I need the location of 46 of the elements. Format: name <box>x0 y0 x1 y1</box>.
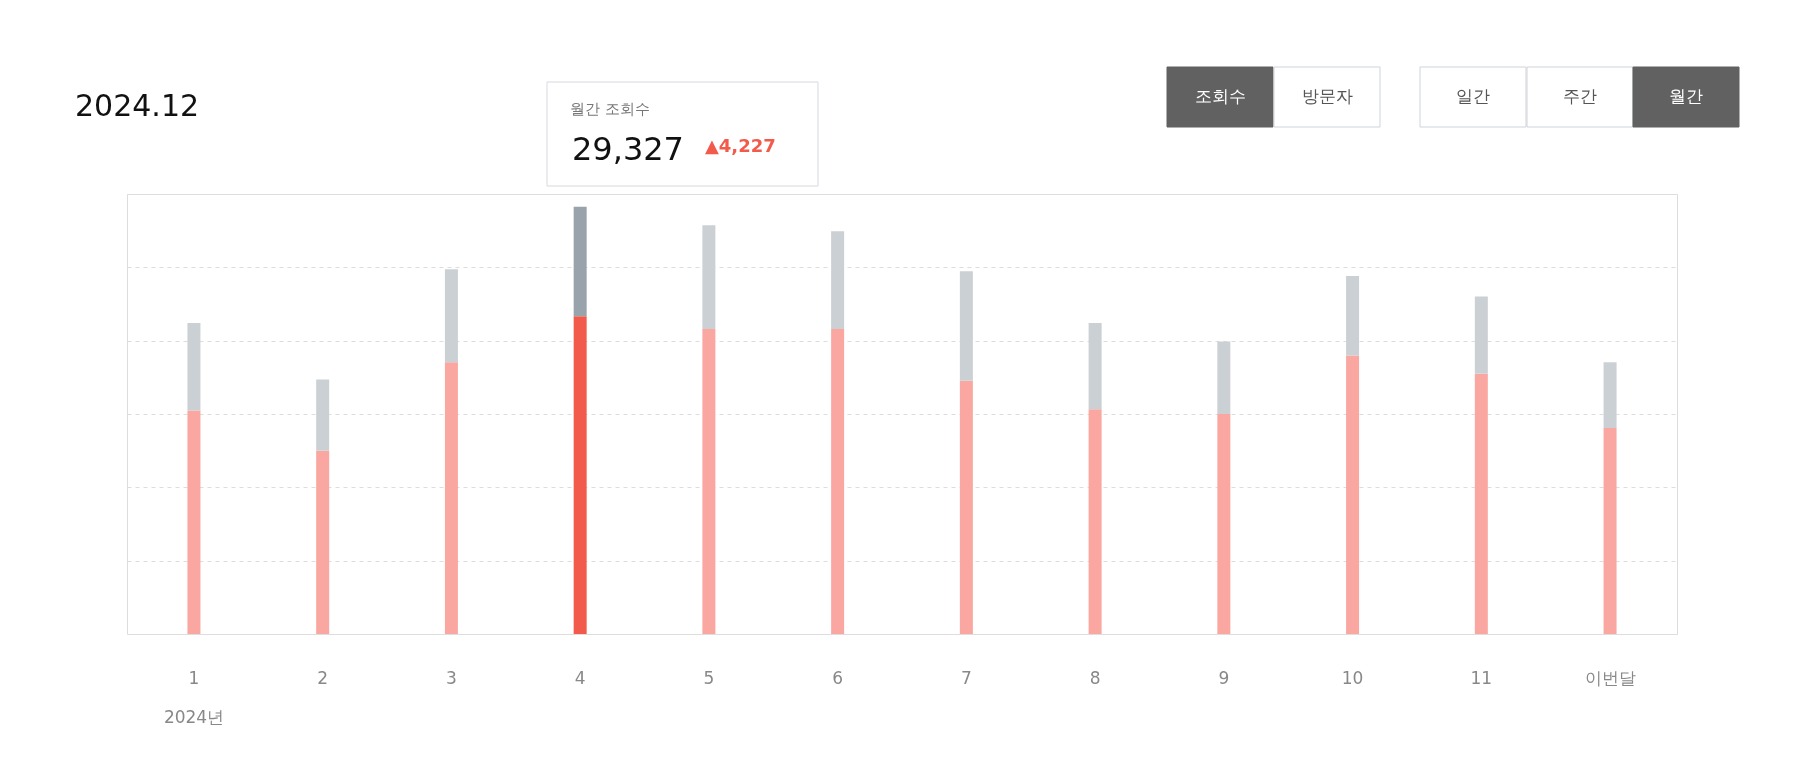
bar <box>444 362 458 634</box>
text: 29,327 <box>572 130 684 168</box>
bar <box>702 225 716 329</box>
bar <box>1217 414 1231 634</box>
bar <box>1088 323 1102 410</box>
text: 일간 <box>1456 86 1490 106</box>
bar <box>1474 296 1488 374</box>
bar <box>959 380 973 634</box>
bar <box>187 410 201 634</box>
bar <box>316 379 330 451</box>
x-tick-label: 3 <box>446 667 457 688</box>
text: ▲4,227 <box>705 135 776 156</box>
bar <box>1088 409 1102 634</box>
bar <box>573 316 587 634</box>
bar <box>316 450 330 634</box>
bar <box>573 206 587 317</box>
text: 방문자 <box>1301 86 1353 106</box>
bar <box>187 323 201 411</box>
bar <box>1603 362 1617 429</box>
x-tick-label: 9 <box>1218 667 1230 688</box>
chart-title: 2024.12 <box>75 88 200 123</box>
bar <box>959 271 973 381</box>
bar <box>1346 355 1360 634</box>
x-tick-label: 10 <box>1341 667 1364 688</box>
x-tick-label: 4 <box>574 667 586 688</box>
x-tick-label: 8 <box>1089 667 1101 688</box>
x-tick-label: 5 <box>703 667 715 688</box>
bar <box>1346 276 1360 356</box>
x-tick-label: 이번달 <box>1584 667 1636 688</box>
text: 월간 조회수 <box>570 100 650 118</box>
bar <box>1603 428 1617 634</box>
bar <box>831 328 845 634</box>
bar <box>831 231 845 329</box>
text: 주간 <box>1563 86 1597 106</box>
x-tick-label: 7 <box>960 667 972 688</box>
x-tick-label: 2 <box>317 667 329 688</box>
bar <box>1474 373 1488 634</box>
bar <box>1217 341 1231 414</box>
x-tick-label: 6 <box>832 667 844 688</box>
text: 2024년 <box>163 707 225 727</box>
text: 조회수 <box>1194 86 1246 106</box>
x-tick-label: 1 <box>188 667 200 688</box>
x-tick-label: 11 <box>1470 667 1493 688</box>
text: 월간 <box>1669 86 1703 106</box>
bar <box>444 269 458 363</box>
bar <box>702 328 716 634</box>
